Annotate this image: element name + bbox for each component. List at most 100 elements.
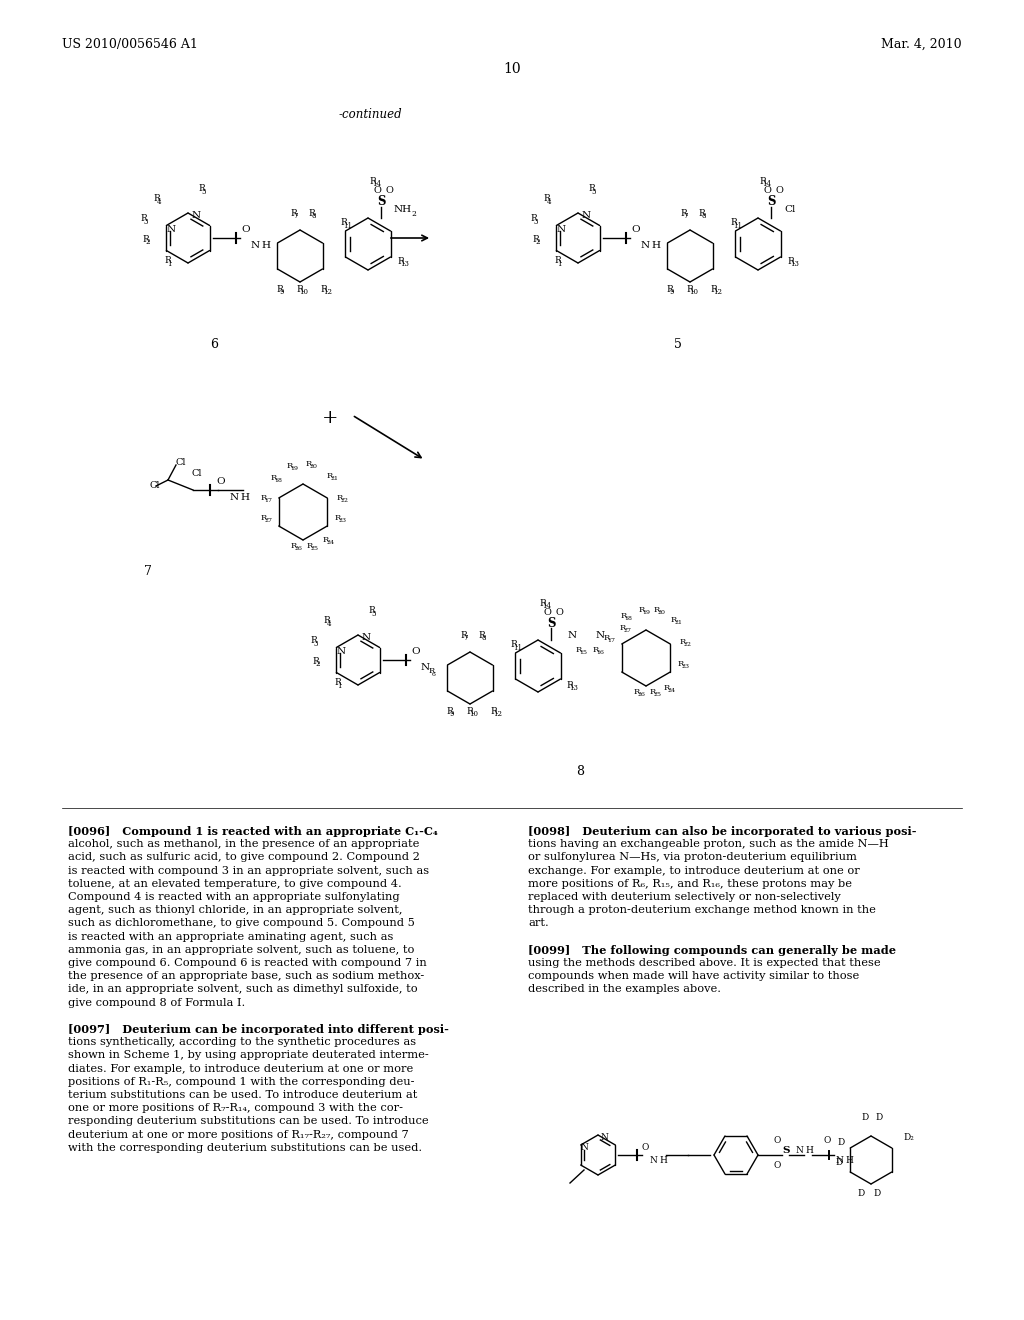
Text: 4: 4 [547, 198, 551, 206]
Text: R: R [621, 612, 628, 620]
Text: using the methods described above. It is expected that these: using the methods described above. It is… [528, 958, 881, 968]
Text: US 2010/0056546 A1: US 2010/0056546 A1 [62, 38, 198, 51]
Text: 12: 12 [324, 289, 333, 297]
Text: deuterium at one or more positions of R₁₇-R₂₇, compound 7: deuterium at one or more positions of R₁… [68, 1130, 409, 1139]
Text: N: N [337, 647, 345, 656]
Text: R: R [153, 194, 160, 203]
Text: more positions of R₆, R₁₅, and R₁₆, these protons may be: more positions of R₆, R₁₅, and R₁₆, thes… [528, 879, 852, 888]
Text: R: R [510, 640, 517, 649]
Text: D₂: D₂ [903, 1133, 913, 1142]
Text: diates. For example, to introduce deuterium at one or more: diates. For example, to introduce deuter… [68, 1064, 414, 1073]
Text: R: R [604, 634, 610, 642]
Text: Cl: Cl [784, 205, 796, 214]
Text: 7: 7 [683, 213, 688, 220]
Text: H: H [240, 492, 249, 502]
Text: 8: 8 [311, 213, 315, 220]
Text: R: R [478, 631, 484, 640]
Text: R: R [323, 616, 330, 624]
Text: -continued: -continued [338, 108, 401, 121]
Text: N: N [230, 492, 240, 502]
Text: 11: 11 [343, 222, 352, 230]
Text: 24: 24 [326, 540, 334, 545]
Text: toluene, at an elevated temperature, to give compound 4.: toluene, at an elevated temperature, to … [68, 879, 401, 888]
Text: R: R [666, 285, 673, 294]
Text: 26: 26 [637, 693, 645, 697]
Text: described in the examples above.: described in the examples above. [528, 985, 721, 994]
Text: R: R [543, 194, 550, 203]
Text: R: R [323, 536, 330, 544]
Text: 1: 1 [557, 260, 562, 268]
Text: 15: 15 [580, 651, 587, 656]
Text: 14: 14 [763, 181, 771, 189]
Text: Cl: Cl [150, 480, 161, 490]
Text: N: N [556, 224, 565, 234]
Text: 8: 8 [481, 635, 485, 643]
Text: or sulfonylurea N—Hs, via proton-deuterium equilibrium: or sulfonylurea N—Hs, via proton-deuteri… [528, 853, 857, 862]
Text: 5: 5 [592, 187, 596, 195]
Text: such as dichloromethane, to give compound 5. Compound 5: such as dichloromethane, to give compoun… [68, 919, 415, 928]
Text: R: R [530, 214, 537, 223]
Text: R: R [639, 606, 645, 614]
Text: 1: 1 [167, 260, 172, 268]
Text: 27: 27 [264, 519, 272, 524]
Text: O: O [641, 1143, 648, 1152]
Text: 2: 2 [411, 210, 416, 218]
Text: N: N [191, 211, 201, 220]
Text: R: R [466, 708, 473, 715]
Text: R: R [634, 688, 640, 696]
Text: with the corresponding deuterium substitutions can be used.: with the corresponding deuterium substit… [68, 1143, 422, 1152]
Text: 26: 26 [294, 546, 302, 552]
Text: R: R [306, 459, 312, 469]
Text: N: N [251, 242, 260, 249]
Text: 21: 21 [674, 620, 682, 626]
Text: S: S [782, 1146, 790, 1155]
Text: 3: 3 [534, 218, 538, 226]
Text: is reacted with an appropriate aminating agent, such as: is reacted with an appropriate aminating… [68, 932, 393, 941]
Text: 10: 10 [299, 289, 308, 297]
Text: N: N [641, 242, 650, 249]
Text: R: R [290, 209, 297, 218]
Text: N: N [582, 211, 591, 220]
Text: R: R [296, 285, 303, 294]
Text: 18: 18 [274, 479, 283, 483]
Text: R: R [686, 285, 693, 294]
Text: 22: 22 [340, 499, 348, 503]
Text: exchange. For example, to introduce deuterium at one or: exchange. For example, to introduce deut… [528, 866, 860, 875]
Text: H: H [651, 242, 660, 249]
Text: R: R [397, 257, 403, 267]
Text: H: H [261, 242, 270, 249]
Text: R: R [276, 285, 283, 294]
Text: O: O [543, 609, 551, 616]
Text: 14: 14 [373, 181, 381, 189]
Text: Mar. 4, 2010: Mar. 4, 2010 [882, 38, 962, 51]
Text: 23: 23 [681, 664, 689, 669]
Text: H: H [805, 1146, 813, 1155]
Text: R: R [312, 657, 318, 667]
Text: N: N [421, 663, 430, 672]
Text: O: O [774, 1162, 781, 1170]
Text: D: D [857, 1189, 864, 1199]
Text: 10: 10 [503, 62, 521, 77]
Text: D: D [876, 1113, 883, 1122]
Text: R: R [308, 209, 314, 218]
Text: +: + [322, 409, 338, 426]
Text: R: R [671, 616, 677, 624]
Text: 16: 16 [596, 651, 604, 656]
Text: 11: 11 [733, 222, 742, 230]
Text: R: R [460, 631, 467, 640]
Text: 19: 19 [642, 610, 650, 615]
Text: D: D [837, 1138, 844, 1147]
Text: 5: 5 [202, 187, 206, 195]
Text: tions having an exchangeable proton, such as the amide N—H: tions having an exchangeable proton, suc… [528, 840, 889, 849]
Text: 22: 22 [683, 643, 691, 648]
Text: one or more positions of R₇-R₁₄, compound 3 with the cor-: one or more positions of R₇-R₁₄, compoun… [68, 1104, 403, 1113]
Text: 6: 6 [210, 338, 218, 351]
Text: R: R [368, 606, 375, 615]
Text: N: N [796, 1146, 804, 1155]
Text: 27: 27 [624, 628, 631, 634]
Text: 12: 12 [714, 289, 722, 297]
Text: Cl: Cl [176, 458, 186, 467]
Text: R: R [759, 177, 766, 186]
Text: R: R [287, 462, 293, 470]
Text: 25: 25 [653, 693, 662, 697]
